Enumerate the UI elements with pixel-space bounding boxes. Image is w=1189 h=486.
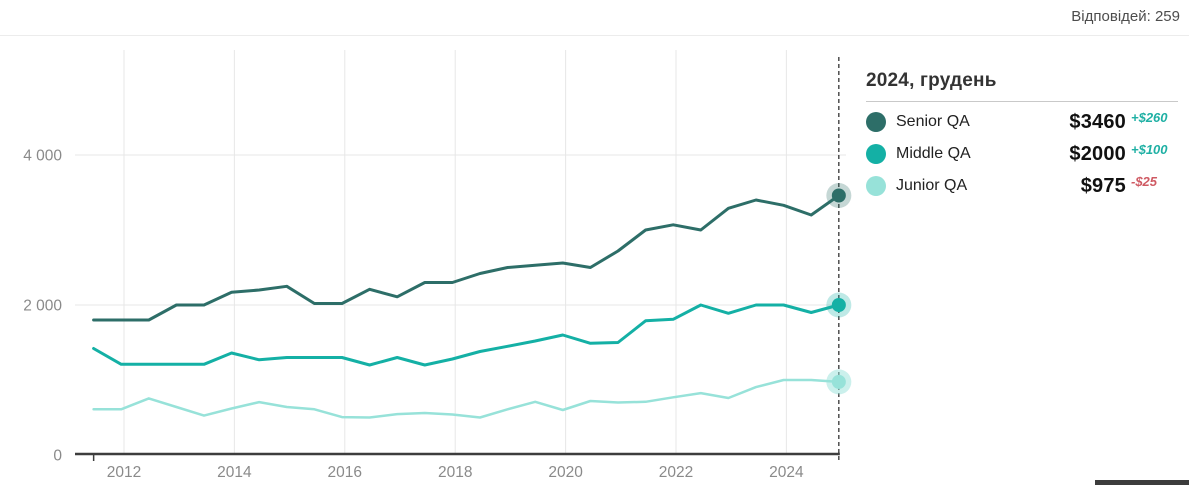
legend-delta: +$260 <box>1131 110 1168 125</box>
header-separator <box>0 35 1189 36</box>
series-endpoint-dot-senior-qa <box>831 188 846 203</box>
x-tick-label: 2018 <box>438 464 472 481</box>
legend-label: Junior QA <box>896 177 968 194</box>
x-tick-label: 2016 <box>328 464 362 481</box>
legend-value: $975 <box>1080 174 1126 197</box>
series-line-junior-qa <box>92 378 841 419</box>
legend-value: $2000 <box>1069 142 1126 165</box>
legend-panel: 2024, грудень Senior QA $3460 +$260 Midd… <box>866 70 1178 198</box>
legend-row-middle[interactable]: Middle QA $2000 +$100 <box>866 142 1178 166</box>
y-tick-label: 2 000 <box>23 298 62 315</box>
x-tick-label: 2012 <box>107 464 141 481</box>
y-tick-label: 0 <box>53 448 62 465</box>
x-tick-label: 2024 <box>769 464 804 481</box>
legend-label: Senior QA <box>896 113 970 130</box>
legend-row-senior[interactable]: Senior QA $3460 +$260 <box>866 110 1178 134</box>
series-endpoint-dot-junior-qa <box>831 374 846 389</box>
series-endpoint-dot-middle-qa <box>831 298 846 312</box>
x-tick-label: 2014 <box>217 464 252 481</box>
legend-value: $3460 <box>1069 110 1126 133</box>
salary-line-chart[interactable]: 2012 2014 2016 2018 2020 2022 2024 0 2 000 4 000 <box>0 0 866 486</box>
legend-title: 2024, грудень <box>866 70 1178 102</box>
series-line-middle-qa <box>92 303 841 367</box>
legend-label: Middle QA <box>896 145 971 162</box>
senior-series-color-dot <box>866 112 886 132</box>
middle-series-color-dot <box>866 144 886 164</box>
legend-delta: +$100 <box>1131 142 1168 157</box>
junior-series-color-dot <box>866 176 886 196</box>
legend-delta: -$25 <box>1131 174 1158 189</box>
responses-count: Відповідей: 259 <box>1071 8 1180 25</box>
chart-scrollbar-thumb[interactable] <box>1095 480 1189 485</box>
x-tick-label: 2022 <box>659 464 693 481</box>
y-tick-label: 4 000 <box>23 148 62 165</box>
x-tick-label: 2020 <box>548 464 583 481</box>
legend-row-junior[interactable]: Junior QA $975 -$25 <box>866 174 1178 198</box>
series-line-senior-qa <box>92 194 841 322</box>
